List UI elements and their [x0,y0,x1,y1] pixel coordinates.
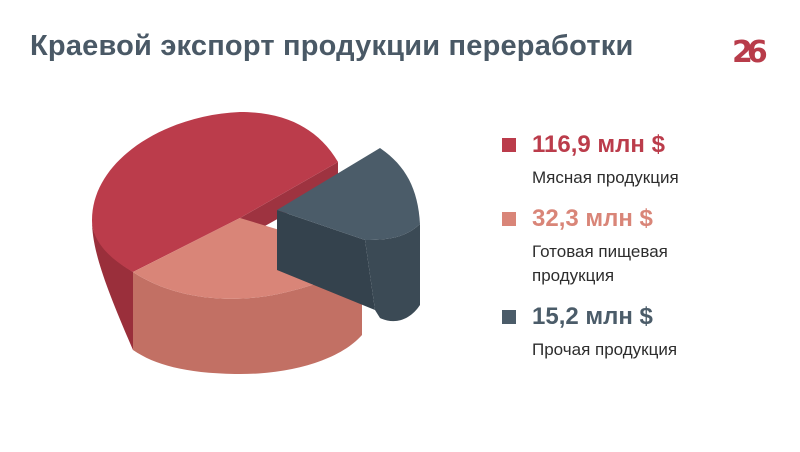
pie-slice-meat [92,112,338,350]
legend-swatch-other [502,310,516,324]
legend: 116,9 млн $ Мясная продукция 32,3 млн $ … [502,130,792,362]
pie-slice-other-top [277,148,420,240]
pie-slice-other-cut [277,210,375,310]
pie-slice-food-side [133,255,362,375]
page-title: Краевой экспорт продукции переработки [30,30,634,62]
legend-label-meat: Мясная продукция [532,168,679,187]
legend-swatch-food [502,212,516,226]
legend-value-other: 15,2 млн $ [532,303,653,330]
legend-label-food: Готовая пищевая продукция [532,242,668,285]
legend-value-meat: 116,9 млн $ [532,131,665,158]
legend-swatch-meat [502,138,516,152]
legend-label-other: Прочая продукция [532,340,678,359]
pie-slice-other [277,148,420,322]
pie-slice-meat-side [92,220,133,350]
legend-item-food: 32,3 млн $ Готовая пищевая продукция [502,204,792,288]
pie-slice-meat-top [92,112,338,272]
legend-value-food: 32,3 млн $ [532,205,653,232]
legend-item-other: 15,2 млн $ Прочая продукция [502,302,792,362]
pie-slice-other-side [365,224,420,322]
legend-item-meat: 116,9 млн $ Мясная продукция [502,130,792,190]
pie-slice-meat-inner-side [240,162,338,240]
logo-icon: 26 [732,35,773,68]
